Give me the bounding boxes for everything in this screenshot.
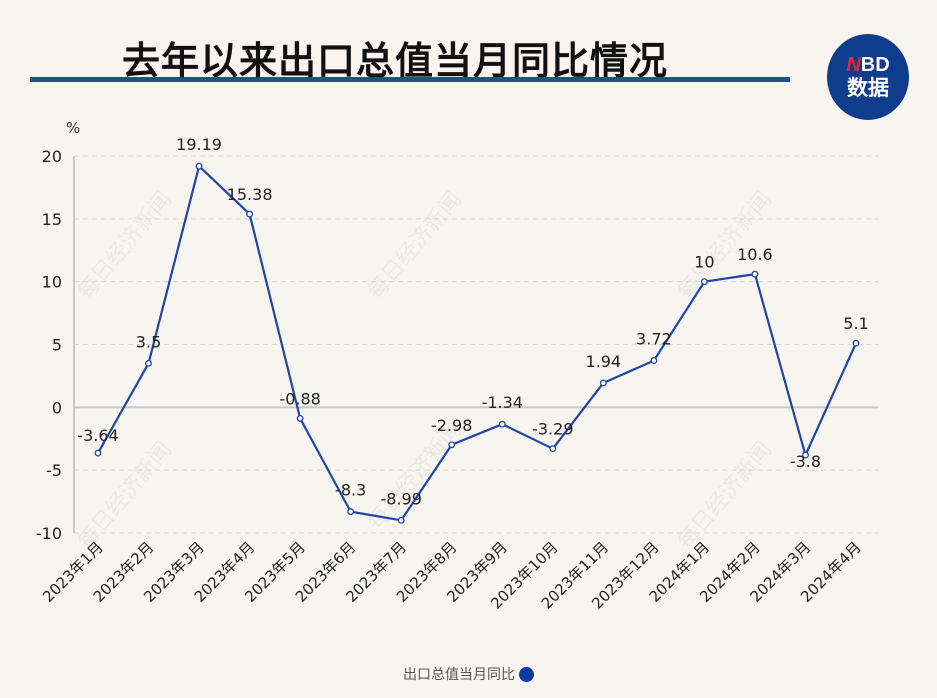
- chart-title: 去年以来出口总值当月同比情况: [122, 39, 669, 83]
- data-label: 3.5: [136, 332, 161, 351]
- nbd-logo: NBD 数据: [827, 34, 909, 120]
- data-label: -2.98: [431, 416, 472, 435]
- data-point[interactable]: [751, 270, 759, 278]
- legend-dot-icon: [519, 666, 534, 682]
- y-tick-label: 15: [42, 210, 62, 229]
- data-label: -0.88: [279, 389, 320, 408]
- data-label: -8.3: [335, 481, 366, 500]
- data-point[interactable]: [397, 516, 405, 524]
- data-label: 10: [694, 253, 714, 272]
- data-point[interactable]: [296, 414, 304, 422]
- data-point[interactable]: [347, 508, 355, 516]
- data-label: -3.29: [532, 420, 573, 439]
- data-label: -3.8: [790, 452, 821, 471]
- data-point[interactable]: [650, 357, 658, 365]
- data-label: 19.19: [176, 135, 222, 154]
- data-label: 15.38: [227, 185, 273, 204]
- data-label: -8.99: [380, 489, 421, 508]
- data-label: 10.6: [737, 245, 773, 264]
- data-label: 5.1: [843, 314, 868, 333]
- y-tick-label: 0: [52, 398, 62, 417]
- data-label: 1.94: [586, 352, 622, 371]
- y-tick-label: 20: [42, 147, 62, 166]
- watermark: 每日经济新闻: [673, 437, 777, 554]
- data-point[interactable]: [498, 420, 506, 428]
- data-point[interactable]: [599, 379, 607, 387]
- legend-label: 出口总值当月同比: [403, 667, 515, 683]
- watermark: 每日经济新闻: [73, 437, 177, 554]
- data-point[interactable]: [802, 451, 809, 459]
- data-label: -1.34: [482, 393, 523, 412]
- y-tick-label: 10: [42, 273, 62, 292]
- data-point[interactable]: [852, 339, 860, 347]
- logo-top: BD: [860, 54, 890, 76]
- y-unit-label: %: [66, 119, 80, 137]
- y-tick-label: 5: [52, 336, 62, 355]
- legend: 出口总值当月同比: [0, 664, 937, 684]
- data-point[interactable]: [246, 210, 254, 218]
- watermark: 每日经济新闻: [73, 187, 177, 304]
- data-point[interactable]: [145, 359, 152, 367]
- data-point[interactable]: [700, 278, 708, 286]
- data-point[interactable]: [94, 449, 102, 457]
- y-tick-label: -5: [46, 461, 62, 480]
- data-label: -3.64: [77, 426, 118, 445]
- series-line: [97, 165, 858, 522]
- data-point[interactable]: [448, 441, 456, 449]
- data-point[interactable]: [195, 162, 203, 170]
- watermark: 每日经济新闻: [363, 187, 467, 304]
- y-tick-label: -10: [36, 524, 62, 543]
- logo-accent: N: [846, 54, 861, 76]
- logo-bottom: 数据: [847, 76, 889, 100]
- data-point[interactable]: [549, 445, 557, 453]
- title-underline: [30, 77, 790, 82]
- data-label: 3.72: [636, 330, 672, 349]
